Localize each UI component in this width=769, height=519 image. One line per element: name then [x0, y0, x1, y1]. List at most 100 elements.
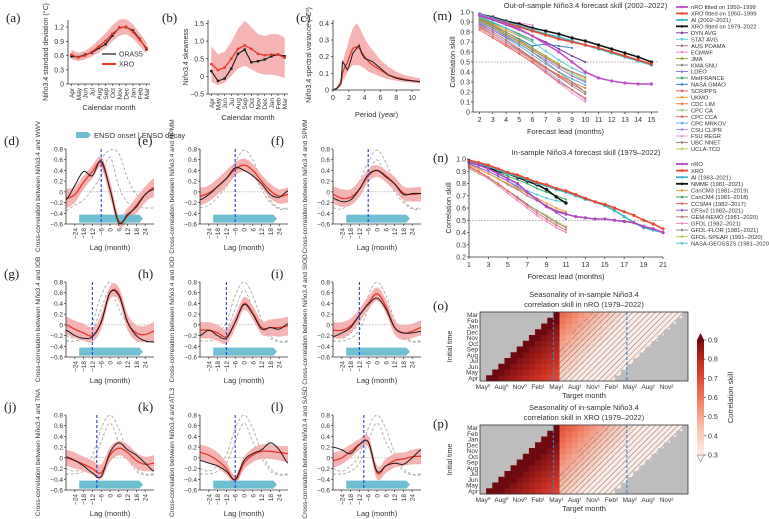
hatched-cell [590, 465, 597, 472]
heatmap-cell [547, 363, 554, 370]
data-point [535, 193, 539, 196]
data-point [210, 69, 213, 73]
colorbar-segment [697, 403, 704, 406]
hatched-cell [620, 323, 628, 330]
hatched-cell [675, 312, 683, 319]
series-line-oras5 [65, 160, 155, 225]
data-point [138, 38, 141, 42]
data-point [118, 26, 121, 30]
data-point [491, 28, 494, 32]
data-point [554, 195, 558, 199]
legend-label: XRO fitted on 1979–2022 [691, 25, 756, 31]
hatched-cell [620, 425, 628, 432]
hatched-cell [596, 465, 603, 472]
uncertainty-band [211, 20, 285, 86]
heatmap-cell [547, 430, 554, 437]
data-point [487, 172, 490, 175]
y-tick-label: 0.2 [54, 179, 63, 186]
chart-title-line2: correlation skill in XRO (1979–2022) [524, 413, 645, 422]
x-tick-label: 13 [621, 117, 629, 124]
hatched-cell [596, 488, 603, 495]
series-line-oras5 [332, 297, 422, 338]
legend-label: CPC CA [691, 108, 713, 114]
heatmap-cell [510, 471, 518, 478]
x-tick-label: Nov² [660, 384, 675, 391]
heatmap-cell [541, 453, 548, 460]
data-point [555, 224, 558, 227]
legend-marker [680, 202, 684, 205]
x-tick-label: −18 [348, 361, 355, 372]
data-point [544, 58, 547, 62]
data-point [544, 62, 547, 66]
hatched-cell [669, 317, 677, 324]
data-point [661, 227, 665, 231]
hatched-cell [669, 312, 677, 319]
hatched-cell [626, 329, 634, 336]
hatched-cell [577, 352, 585, 359]
series-line-xro [199, 450, 289, 482]
hatched-cell [639, 340, 646, 347]
legend-marker [680, 89, 684, 93]
hatched-cell [571, 335, 579, 342]
x-tick-label: Sep [103, 88, 110, 100]
heatmap-frame [479, 424, 689, 495]
hatched-cell [608, 323, 615, 330]
series-line-oras5 [332, 43, 421, 91]
colorbar-max-arrow [697, 333, 704, 340]
heatmap-cell [547, 340, 554, 347]
y-tick-label: Oct [468, 341, 478, 348]
hatched-cell [602, 425, 609, 432]
legend-marker [680, 128, 684, 131]
legend-label: UCLA-TCD [691, 147, 720, 153]
data-point [104, 42, 107, 46]
legend-label: LDEO [691, 70, 707, 76]
panel-label: (l) [271, 399, 283, 414]
y-tick-label: 0 [200, 74, 204, 81]
legend-label: CDC LIM [691, 102, 715, 108]
data-point [491, 26, 494, 30]
enso-phase-arrow [213, 347, 277, 356]
y-tick-label: 0 [466, 110, 470, 117]
hatched-cell [577, 471, 585, 478]
x-tick-label: 13 [582, 262, 590, 269]
y-tick-label: 0.8 [321, 147, 330, 154]
hatched-cell [657, 436, 664, 443]
legend-marker [680, 195, 684, 199]
x-tick-label: May² [623, 497, 638, 504]
x-tick-label: 24 [143, 228, 150, 236]
hatched-cell [632, 329, 640, 336]
heatmap-cell [559, 465, 566, 472]
y-tick-label: Apr [468, 488, 478, 495]
data-point [564, 210, 568, 213]
y-tick-label: −0.4 [317, 211, 330, 218]
heatmap-cell [577, 425, 585, 432]
data-point [526, 206, 529, 210]
y-tick-label: Feb [467, 318, 478, 325]
colorbar-segment [697, 391, 704, 395]
heatmap-cell [498, 482, 505, 489]
y-tick-label: −0.2 [50, 466, 63, 473]
chart-panel-f: −0.6−0.4−0.200.20.40.60.8−24 −18 −12 −6 0 6 12… [302, 119, 422, 254]
reference-dashed-line [332, 414, 422, 475]
hatched-cell [614, 425, 622, 432]
heatmap-cell [498, 488, 505, 495]
data-point [571, 91, 574, 95]
hatched-cell [620, 476, 628, 483]
heatmap-cell [522, 482, 530, 489]
x-tick-label: 12 [125, 361, 132, 369]
heatmap-cell [553, 442, 560, 449]
heatmap-cell [559, 448, 566, 455]
heatmap-cell [559, 317, 566, 324]
data-point [545, 205, 549, 209]
y-tick-label: 0.4 [188, 168, 197, 175]
heatmap-cell [571, 317, 579, 324]
y-tick-label: −0.2 [50, 333, 63, 340]
heatmap-cell [528, 358, 536, 365]
x-axis-label: Lag (month) [224, 509, 265, 518]
heatmap-cell [510, 465, 518, 472]
heatmap-cell [510, 352, 518, 359]
legend-label: JMA [691, 57, 703, 63]
y-tick-label: Jul [470, 358, 478, 365]
heatmap-cell [590, 425, 597, 432]
x-tick-label: 18 [134, 494, 141, 502]
